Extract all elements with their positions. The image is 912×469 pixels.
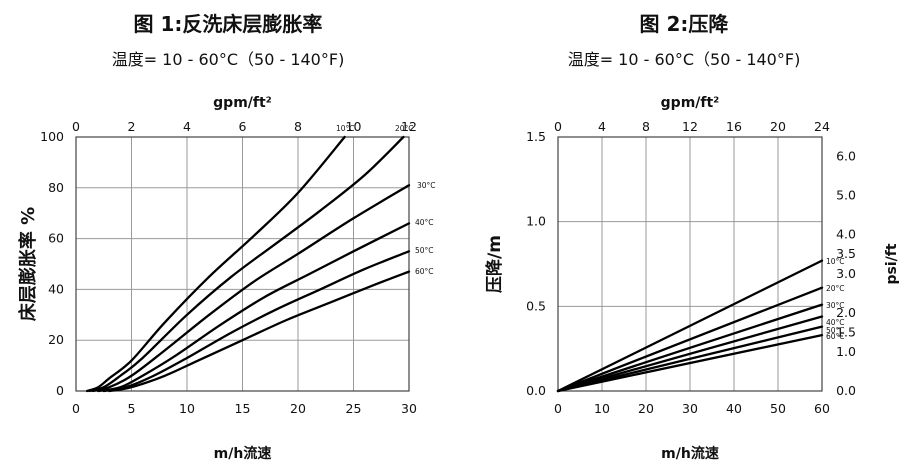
series-line-2 [88,135,405,393]
y-axis-title: 床层膨胀率 % [17,207,39,321]
series-line-3 [556,303,824,393]
bed-expansion-chart: 0 5 10 15 20 25 30 0 2 4 6 8 10 12 0 20 40 60 80 100 m/h流速 gp… [17,95,436,462]
series-label-5: 50°C [826,326,845,335]
y2-tick-label: 1.0 [836,344,856,359]
plot-area [75,136,410,392]
y2-tick-label: 4.0 [836,227,856,242]
x-tick-label: 10 [179,401,195,416]
x-tick-label: 0 [554,401,562,416]
y-tick-label: 60 [48,231,64,246]
series-label-4: 40°C [826,318,845,327]
series-line-5 [102,250,411,393]
series-line-6 [108,270,411,393]
chart-subtitle: 温度= 10 - 60°C（50 - 140°F) [567,50,801,69]
chart-panel-pressure-drop: 图 2:压降 温度= 10 - 60°C（50 - 140°F) 0 10 20 30… [456,0,912,469]
y2-tick-label: 3.5 [836,246,856,261]
x2-tick-label: 8 [642,119,650,134]
x2-tick-label: 6 [239,119,247,134]
y2-tick-label: 5.0 [836,188,856,203]
x-tick-label: 60 [814,401,830,416]
series-label-6: 60°C [826,332,845,341]
x2-tick-label: 0 [554,119,562,134]
y2-tick-label: 2.0 [836,305,856,320]
y-tick-label: 0 [56,383,64,398]
y-tick-label: 0.0 [526,383,546,398]
x-tick-label: 20 [638,401,654,416]
series-line-6 [556,333,824,393]
y-tick-label: 20 [48,332,64,347]
x-tick-label: 50 [770,401,786,416]
y-tick-label: 80 [48,180,64,195]
x2-tick-label: 20 [770,119,786,134]
x-tick-label: 10 [594,401,610,416]
series-label-5: 50°C [415,246,434,255]
series-label-2: 20°C [395,124,414,133]
chart-panel-bed-expansion: 图 1:反洗床层膨胀率 温度= 10 - 60°C（50 - 140°F) 0 5… [17,12,436,462]
series-label-1: 10°C [826,257,845,266]
x-axis-title: m/h流速 [214,445,272,462]
x-tick-label: 5 [128,401,136,416]
x-tick-label: 40 [726,401,742,416]
y-tick-label: 1.5 [526,129,546,144]
plot-area [557,136,823,392]
y-axis-title: 压降/m [484,235,505,293]
y2-axis-title: psi/ft [884,243,900,284]
series-line-2 [556,286,824,393]
x2-tick-label: 4 [183,119,191,134]
y2-tick-label: 1.5 [836,324,856,339]
x2-axis-title: gpm/ft² [661,95,720,111]
pressure-drop-chart: 0 10 20 30 40 50 60 0 4 8 12 16 20 24 0.0 0.5 1.0 1.5 0.0 1… [484,95,900,462]
series-line-5 [556,325,824,393]
chart-subtitle: 温度= 10 - 60°C（50 - 140°F) [111,50,345,69]
x2-tick-label: 8 [294,119,302,134]
x-axis-title: m/h流速 [661,445,719,462]
x2-tick-label: 2 [128,119,136,134]
series-line-4 [556,315,824,393]
y2-tick-label: 3.0 [836,266,856,281]
x-tick-label: 30 [401,401,417,416]
x-tick-label: 15 [235,401,251,416]
series-label-3: 30°C [417,181,436,190]
y2-tick-label: 6.0 [836,149,856,164]
x2-axis-title: gpm/ft² [213,95,272,111]
x-tick-label: 25 [346,401,362,416]
x-tick-label: 20 [290,401,306,416]
y-tick-label: 0.5 [526,298,546,313]
x-tick-label: 30 [682,401,698,416]
series-line-1 [556,259,824,393]
series-label-3: 30°C [826,301,845,310]
x2-tick-label: 0 [72,119,80,134]
y2-tick-label: 0.0 [836,383,856,398]
x2-tick-label: 12 [682,119,698,134]
x2-tick-label: 24 [814,119,830,134]
x2-tick-label: 16 [726,119,742,134]
series-label-6: 60°C [415,267,434,276]
x-tick-label: 0 [72,401,80,416]
x2-tick-label: 10 [346,119,362,134]
series-line-4 [97,222,411,393]
x2-tick-label: 4 [598,119,606,134]
series-label-4: 40°C [415,218,434,227]
y-tick-label: 40 [48,281,64,296]
series-label-1: 10°C [336,124,355,133]
series-line-1 [85,135,346,393]
chart-title: 图 1:反洗床层膨胀率 [133,12,323,36]
x2-tick-label: 12 [401,119,417,134]
chart-title: 图 2:压降 [639,12,729,36]
y-tick-label: 100 [40,129,64,144]
y-tick-label: 1.0 [526,214,546,229]
series-line-3 [91,184,411,393]
series-label-2: 20°C [826,284,845,293]
